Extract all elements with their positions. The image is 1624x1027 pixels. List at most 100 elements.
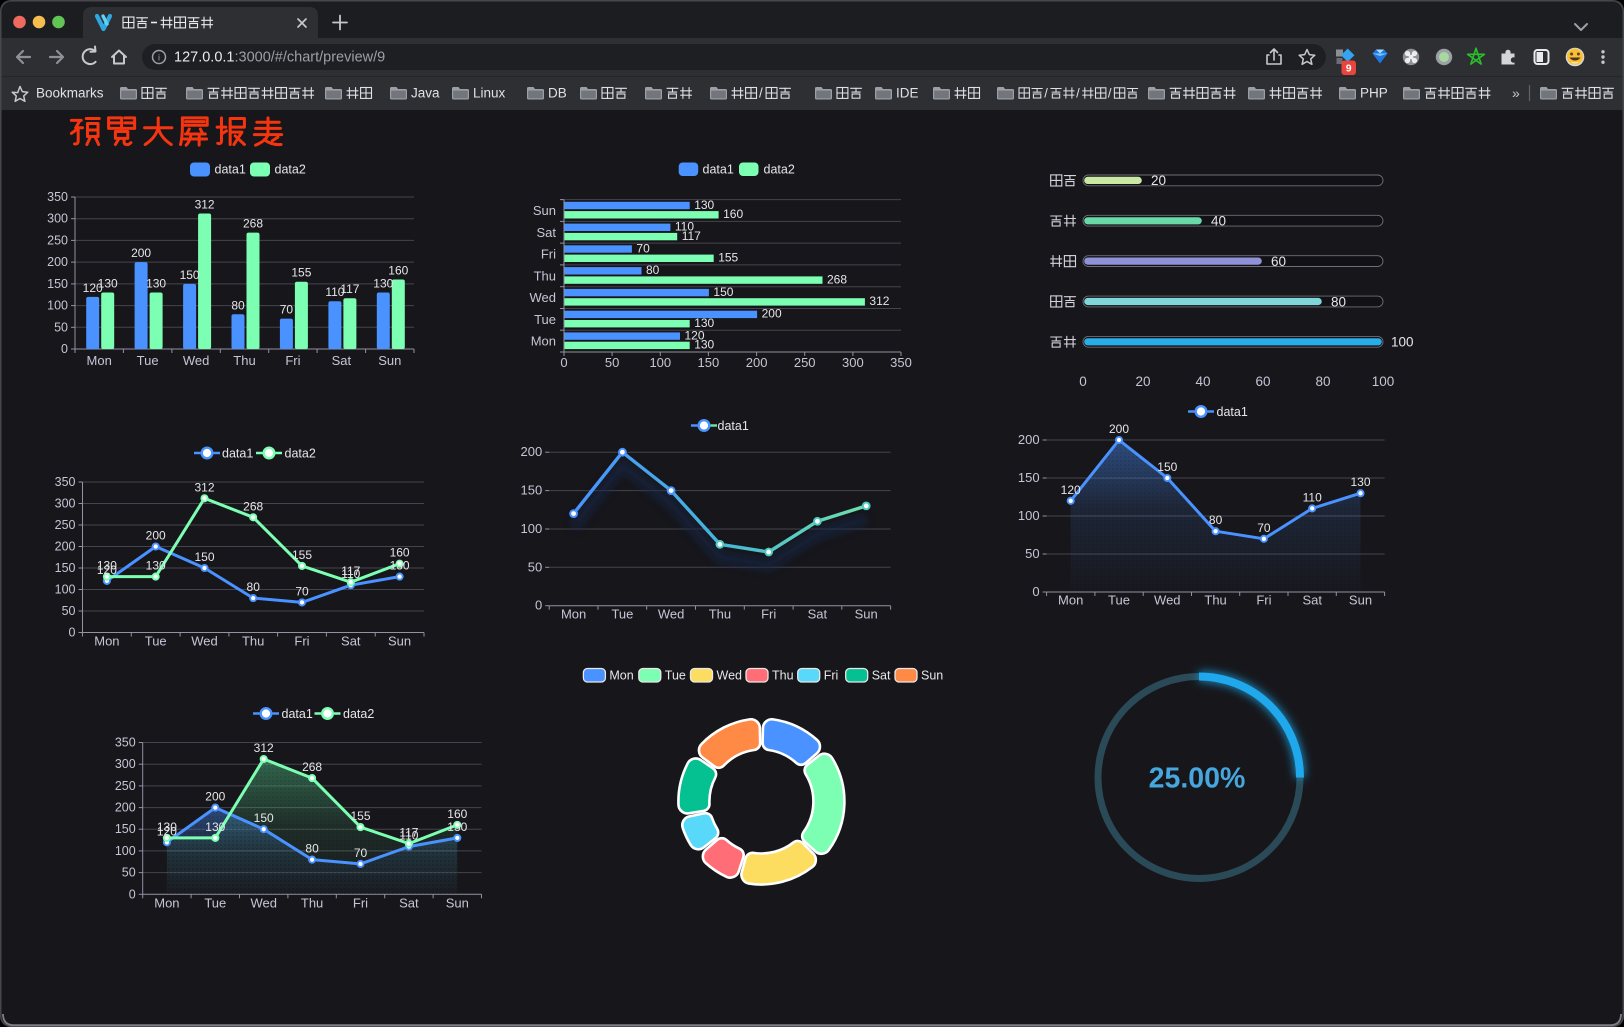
svg-text:/: / (1076, 86, 1080, 101)
svg-text:150: 150 (1157, 460, 1177, 474)
svg-text:150: 150 (180, 268, 200, 282)
svg-text:Sun: Sun (378, 353, 401, 368)
svg-text:268: 268 (243, 499, 263, 513)
svg-text:data2: data2 (275, 163, 306, 177)
svg-text:Fri: Fri (353, 896, 368, 911)
svg-text:9: 9 (1346, 63, 1352, 75)
svg-text:70: 70 (295, 584, 309, 598)
svg-text:160: 160 (723, 207, 743, 221)
svg-text:250: 250 (55, 518, 76, 532)
svg-text:i: i (158, 53, 160, 63)
svg-text:Sat: Sat (332, 353, 352, 368)
svg-text:Thu: Thu (772, 669, 794, 683)
svg-text:Sun: Sun (855, 607, 878, 622)
svg-text:60: 60 (1255, 374, 1270, 389)
svg-text:Sun: Sun (533, 203, 556, 218)
svg-text:100: 100 (1391, 335, 1414, 350)
svg-text:130: 130 (390, 559, 410, 573)
svg-text:IDE: IDE (896, 86, 919, 101)
svg-text:40: 40 (1211, 214, 1226, 229)
svg-text:80: 80 (1331, 294, 1346, 309)
svg-text:200: 200 (47, 255, 68, 269)
svg-text:data2: data2 (343, 707, 374, 721)
svg-text:data2: data2 (764, 163, 795, 177)
svg-text:110: 110 (675, 220, 694, 234)
svg-text:200: 200 (762, 307, 782, 321)
svg-text:Thu: Thu (1204, 593, 1226, 608)
svg-text:250: 250 (794, 355, 816, 370)
svg-text:70: 70 (636, 241, 650, 255)
svg-text:130: 130 (97, 559, 117, 573)
svg-text:Wed: Wed (658, 607, 685, 622)
svg-text:Wed: Wed (183, 353, 210, 368)
svg-text:Thu: Thu (709, 607, 731, 622)
svg-text:300: 300 (842, 355, 864, 370)
svg-text:70: 70 (1257, 521, 1271, 535)
svg-text:40: 40 (1195, 374, 1210, 389)
svg-text:268: 268 (243, 217, 263, 231)
svg-text:268: 268 (827, 272, 847, 286)
svg-text:130: 130 (447, 820, 467, 834)
svg-text:130: 130 (694, 338, 714, 352)
svg-text:Wed: Wed (1154, 593, 1181, 608)
svg-text:50: 50 (62, 604, 76, 618)
svg-text:Mon: Mon (1058, 593, 1083, 608)
svg-text:120: 120 (1061, 483, 1081, 497)
svg-text:80: 80 (305, 842, 319, 856)
svg-text:0: 0 (1032, 584, 1039, 599)
svg-text:50: 50 (1025, 546, 1039, 561)
svg-text:Sat: Sat (808, 607, 828, 622)
svg-text:20: 20 (1151, 173, 1166, 188)
svg-text:150: 150 (1018, 470, 1040, 485)
svg-text:Fri: Fri (541, 247, 556, 262)
svg-text:120: 120 (97, 563, 117, 577)
svg-text:Mon: Mon (94, 634, 119, 649)
svg-text:120: 120 (157, 824, 177, 838)
svg-text:Wed: Wed (717, 669, 743, 683)
svg-text:150: 150 (520, 483, 542, 498)
svg-text:Tue: Tue (534, 312, 556, 327)
svg-text:Tue: Tue (204, 896, 226, 911)
svg-text:110: 110 (1303, 490, 1322, 504)
svg-text:350: 350 (115, 736, 136, 750)
svg-text:DB: DB (548, 86, 567, 101)
svg-text:data1: data1 (282, 707, 313, 721)
svg-text:Wed: Wed (530, 290, 557, 305)
svg-text:Bookmarks: Bookmarks (36, 86, 104, 101)
svg-text:117: 117 (341, 564, 360, 578)
svg-text:Thu: Thu (233, 353, 255, 368)
svg-text:data1: data1 (703, 163, 734, 177)
svg-text:Thu: Thu (242, 634, 264, 649)
svg-text:50: 50 (528, 559, 542, 574)
svg-text:Tue: Tue (145, 634, 167, 649)
svg-text:data1: data1 (1217, 405, 1248, 419)
svg-text:155: 155 (718, 251, 738, 265)
svg-text:Fri: Fri (1256, 593, 1271, 608)
svg-text:Fri: Fri (824, 669, 839, 683)
svg-text:110: 110 (399, 829, 418, 843)
svg-text:120: 120 (83, 281, 103, 295)
svg-text:/: / (1044, 86, 1048, 101)
svg-text:0: 0 (535, 598, 542, 613)
svg-text:80: 80 (1209, 513, 1223, 527)
svg-text:130: 130 (146, 559, 166, 573)
svg-text:/: / (1108, 86, 1112, 101)
svg-text:350: 350 (890, 355, 912, 370)
svg-text:Wed: Wed (250, 896, 277, 911)
svg-text:160: 160 (390, 546, 410, 560)
svg-text:150: 150 (194, 550, 214, 564)
svg-text:Fri: Fri (294, 634, 309, 649)
svg-text:80: 80 (646, 263, 660, 277)
svg-text:Tue: Tue (665, 669, 686, 683)
svg-text:data1: data1 (222, 447, 253, 461)
svg-text:350: 350 (47, 190, 68, 204)
svg-text:Wed: Wed (191, 634, 218, 649)
svg-text:Sun: Sun (446, 896, 469, 911)
svg-text:130: 130 (157, 820, 177, 834)
svg-text:50: 50 (54, 320, 68, 334)
svg-text:Linux: Linux (473, 86, 506, 101)
svg-text:70: 70 (280, 303, 294, 317)
svg-text:155: 155 (291, 266, 311, 280)
svg-text:100: 100 (55, 583, 76, 597)
svg-text:Tue: Tue (611, 607, 633, 622)
